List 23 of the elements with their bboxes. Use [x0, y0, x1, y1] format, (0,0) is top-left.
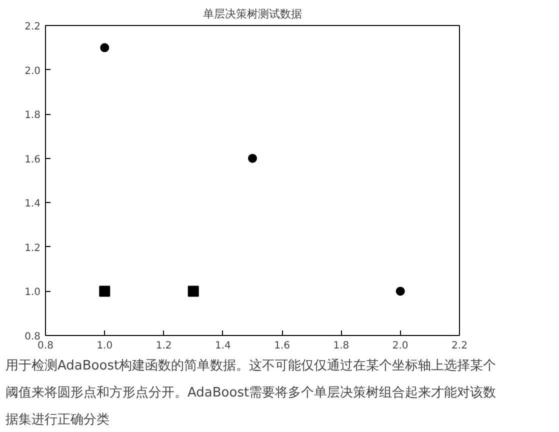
x-tick-label: 1.6 — [274, 340, 290, 352]
x-tick-label: 0.8 — [38, 340, 54, 352]
y-tick-label: 1.8 — [24, 110, 41, 122]
x-tick-label: 1.0 — [96, 340, 113, 352]
x-tick-label: 2.0 — [392, 340, 408, 352]
point — [99, 286, 110, 297]
x-tick-label: 1.2 — [156, 340, 172, 352]
y-tick-label: 2.2 — [24, 22, 41, 32]
y-tick-label: 1.0 — [24, 287, 41, 298]
chart-title: 单层决策树测试数据 — [203, 8, 302, 20]
y-tick-label: 1.6 — [24, 154, 41, 166]
text: 用于检测AdaBoost构建函数的简单数据。这不可能仅仅通过在某个坐标轴上选择某个阈值来将圆形点和方形点分开。AdaBoost需要将多个单层决策树组合起来才能对该数据集进行正确分类 — [6, 358, 496, 428]
point — [396, 286, 405, 296]
point — [100, 43, 110, 52]
point — [188, 286, 199, 297]
y-tick-label: 0.8 — [24, 332, 41, 342]
x-tick-label: 2.2 — [452, 340, 468, 352]
y-tick-label: 1.2 — [24, 242, 41, 254]
x-tick-label: 1.8 — [333, 340, 350, 352]
y-tick-label: 1.4 — [24, 198, 41, 210]
point — [248, 154, 257, 163]
y-tick-label: 2.0 — [24, 66, 41, 77]
x-tick-label: 1.4 — [214, 340, 231, 352]
